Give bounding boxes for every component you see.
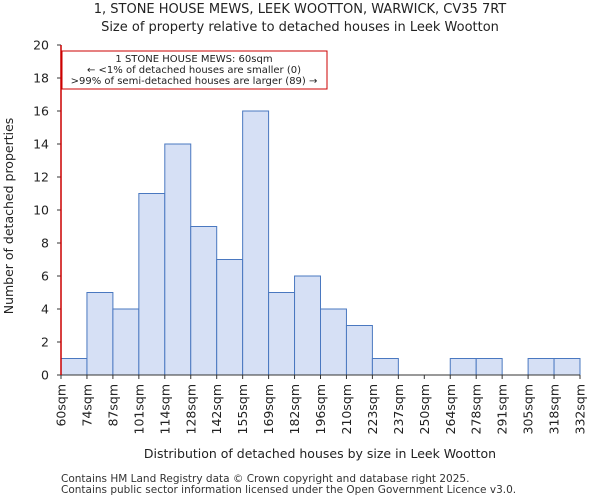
- x-ticks-group: 60sqm 74sqm 87sqm 101sqm 114sqm 128sqm 142sqm 1…: [54, 375, 588, 434]
- annotation-line-1: 1 STONE HOUSE MEWS: 60sqm: [115, 54, 272, 65]
- bar-155sqm: [242, 110, 270, 376]
- y-tick-label: 18: [33, 71, 49, 86]
- x-axis-label: Distribution of detached houses by size …: [144, 446, 496, 461]
- y-ticks-group: 0 2 4 6 8 10 12 14 16 18 20: [33, 38, 61, 383]
- x-tick-label: 291sqm: [495, 384, 510, 434]
- footer-copyright: Contains HM Land Registry data © Crown c…: [61, 473, 470, 485]
- bar-87sqm: [112, 308, 140, 376]
- bar-128sqm: [190, 226, 218, 376]
- x-tick-label: 250sqm: [417, 384, 432, 434]
- y-tick-label: 16: [33, 104, 49, 119]
- bar-169sqm: [268, 292, 296, 376]
- bar-74sqm: [86, 292, 114, 376]
- annotation-box: 1 STONE HOUSE MEWS: 60sqm ← <1% of detac…: [61, 50, 328, 90]
- x-tick-label: 142sqm: [209, 384, 224, 434]
- bar-142sqm: [216, 259, 244, 376]
- y-tick-label: 6: [41, 269, 49, 284]
- x-tick-label: 74sqm: [79, 384, 94, 427]
- y-tick-label: 12: [33, 170, 49, 185]
- annotation-line-2: ← <1% of detached houses are smaller (0): [87, 65, 301, 76]
- histogram-chart: 0 2 4 6 8 10 12 14 16 18 20 60sqm 74sqm 87sqm 101sqm 1…: [1, 38, 588, 462]
- bar-196sqm: [320, 308, 347, 376]
- x-tick-label: 196sqm: [313, 384, 328, 434]
- footer-licence: Contains public sector information licen…: [61, 484, 517, 496]
- x-tick-label: 264sqm: [443, 384, 458, 434]
- annotation-line-3: >99% of semi-detached houses are larger …: [71, 76, 318, 87]
- y-tick-label: 20: [33, 38, 49, 53]
- x-tick-label: 169sqm: [261, 384, 276, 434]
- y-tick-label: 0: [41, 368, 49, 383]
- x-tick-label: 60sqm: [54, 384, 69, 427]
- x-tick-label: 210sqm: [339, 384, 354, 434]
- x-tick-label: 101sqm: [131, 384, 146, 434]
- x-tick-label: 332sqm: [573, 384, 588, 434]
- bars-group: [60, 110, 581, 376]
- y-tick-label: 8: [41, 236, 49, 251]
- x-tick-label: 237sqm: [391, 384, 406, 434]
- bar-60sqm: [60, 358, 88, 376]
- y-tick-label: 4: [41, 302, 49, 317]
- x-tick-label: 223sqm: [365, 384, 380, 434]
- y-tick-label: 2: [41, 335, 49, 350]
- x-tick-label: 182sqm: [287, 384, 302, 434]
- chart-title: 1, STONE HOUSE MEWS, LEEK WOOTTON, WARWI…: [93, 2, 507, 17]
- x-tick-label: 128sqm: [183, 384, 198, 434]
- bar-223sqm: [371, 358, 399, 376]
- bar-318sqm: [553, 358, 581, 376]
- y-tick-label: 14: [33, 137, 49, 152]
- y-tick-label: 10: [33, 203, 49, 218]
- bar-278sqm: [475, 358, 503, 376]
- chart-subtitle: Size of property relative to detached ho…: [101, 20, 499, 35]
- x-tick-label: 114sqm: [157, 384, 172, 434]
- y-axis-label: Number of detached properties: [1, 118, 16, 315]
- bar-101sqm: [138, 193, 166, 376]
- x-tick-label: 278sqm: [469, 384, 484, 434]
- x-tick-label: 87sqm: [105, 384, 120, 427]
- bar-210sqm: [345, 325, 373, 376]
- bar-114sqm: [164, 143, 192, 376]
- bar-182sqm: [294, 275, 321, 376]
- x-tick-label: 155sqm: [235, 384, 250, 434]
- bar-305sqm: [527, 358, 555, 376]
- x-tick-label: 318sqm: [547, 384, 562, 434]
- bar-264sqm: [449, 358, 477, 376]
- x-tick-label: 305sqm: [521, 384, 536, 434]
